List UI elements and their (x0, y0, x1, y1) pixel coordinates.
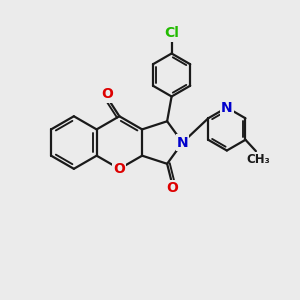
Text: N: N (177, 136, 188, 149)
Text: O: O (167, 181, 178, 195)
Text: Cl: Cl (164, 26, 179, 40)
Text: O: O (101, 88, 113, 101)
Text: N: N (221, 100, 232, 115)
Text: CH₃: CH₃ (246, 153, 270, 166)
Text: O: O (113, 162, 125, 176)
